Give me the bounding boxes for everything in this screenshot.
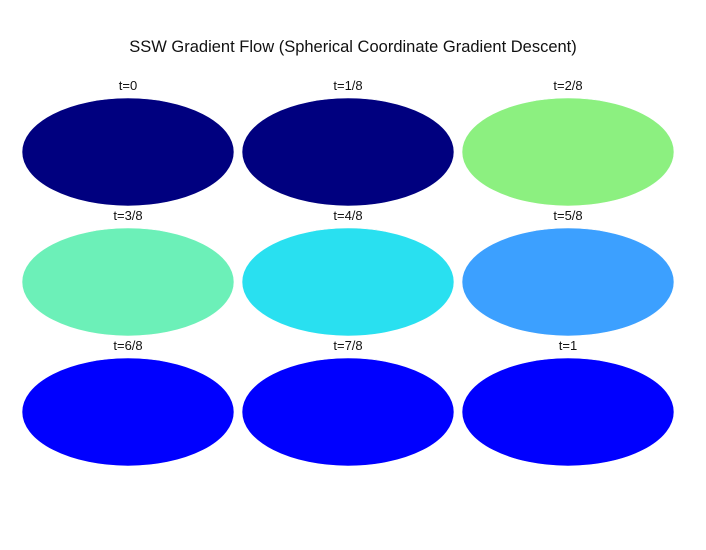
panel-label: t=4/8 [333, 208, 363, 223]
panel-label: t=1/8 [333, 78, 363, 93]
panel-label: t=3/8 [113, 208, 143, 223]
mollweide-heatmap [21, 227, 235, 337]
panel-3: t=2/8 [460, 78, 676, 216]
panel-9: t=1 [460, 338, 676, 476]
mollweide-heatmap [461, 97, 675, 207]
panel-5: t=4/8 [240, 208, 456, 346]
panel-label: t=7/8 [333, 338, 363, 353]
panel-7: t=6/8 [20, 338, 236, 476]
mollweide-heatmap [241, 357, 455, 467]
mollweide-heatmap [241, 227, 455, 337]
figure-title: SSW Gradient Flow (Spherical Coordinate … [129, 38, 577, 56]
panel-label: t=5/8 [553, 208, 583, 223]
panel-label: t=2/8 [553, 78, 583, 93]
panel-4: t=3/8 [20, 208, 236, 346]
panel-label: t=6/8 [113, 338, 143, 353]
mollweide-heatmap [21, 357, 235, 467]
mollweide-heatmap [461, 227, 675, 337]
panel-1: t=0 [20, 78, 236, 216]
mollweide-heatmap [241, 97, 455, 207]
panel-8: t=7/8 [240, 338, 456, 476]
panel-6: t=5/8 [460, 208, 676, 346]
panel-label: t=0 [118, 78, 138, 93]
panel-2: t=1/8 [240, 78, 456, 216]
panel-label: t=1 [558, 338, 578, 353]
mollweide-heatmap [21, 97, 235, 207]
mollweide-heatmap [461, 357, 675, 467]
